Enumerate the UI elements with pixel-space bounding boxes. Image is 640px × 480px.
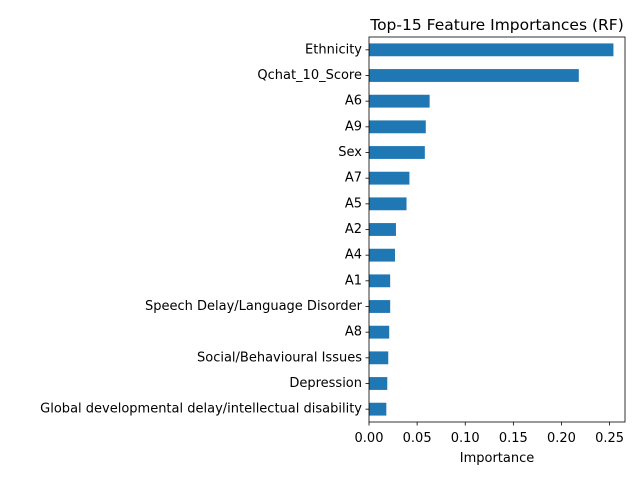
bar bbox=[369, 300, 391, 313]
bar bbox=[369, 69, 579, 82]
y-tick-label: Depression bbox=[289, 376, 362, 391]
bar bbox=[369, 223, 396, 236]
y-tick-label: Speech Delay/Language Disorder bbox=[145, 299, 363, 314]
y-tick-label: Global developmental delay/intellectual … bbox=[40, 402, 362, 417]
y-tick-label: A6 bbox=[345, 94, 362, 109]
x-tick-label: 0.15 bbox=[499, 431, 528, 446]
bar bbox=[369, 94, 430, 108]
y-tick-label: A1 bbox=[345, 273, 362, 288]
x-tick-label: 0.20 bbox=[547, 431, 576, 446]
y-tick-label: Ethnicity bbox=[305, 42, 362, 57]
x-tick-label: 0.00 bbox=[355, 431, 384, 446]
y-axis-ticks: Ethnicity Qchat_10_Score A6 A9 Sex A7 A5 A2 A4 A1… bbox=[40, 42, 369, 417]
y-tick-label: Social/Behavioural Issues bbox=[197, 350, 362, 365]
bar bbox=[369, 325, 390, 339]
bar bbox=[369, 377, 388, 390]
bar bbox=[369, 171, 410, 185]
x-tick-label: 0.05 bbox=[403, 431, 432, 446]
bars-group bbox=[369, 43, 614, 416]
bar bbox=[369, 351, 389, 365]
chart-title: Top-15 Feature Importances (RF) bbox=[369, 16, 624, 34]
x-tick-label: 0.10 bbox=[451, 431, 480, 446]
y-tick-label: A2 bbox=[345, 222, 362, 237]
y-tick-label: A4 bbox=[345, 248, 362, 263]
y-tick-label: A5 bbox=[345, 196, 362, 211]
x-axis-ticks: 0.00 0.05 0.10 0.15 0.20 0.25 bbox=[355, 422, 624, 446]
y-tick-label: A7 bbox=[345, 171, 362, 186]
y-tick-label: A9 bbox=[345, 119, 362, 134]
bar bbox=[369, 402, 387, 416]
bar bbox=[369, 197, 407, 211]
x-tick-label: 0.25 bbox=[595, 431, 624, 446]
bar bbox=[369, 248, 395, 262]
y-tick-label: A8 bbox=[345, 325, 362, 340]
y-tick-label: Sex bbox=[338, 145, 362, 160]
bar bbox=[369, 43, 614, 57]
plot-frame bbox=[368, 36, 626, 423]
axes-frame bbox=[368, 36, 626, 423]
x-axis-label: Importance bbox=[460, 451, 535, 466]
bar bbox=[369, 120, 426, 134]
bar bbox=[369, 146, 425, 159]
y-tick-label: Qchat_10_Score bbox=[257, 68, 362, 83]
bar bbox=[369, 274, 391, 288]
